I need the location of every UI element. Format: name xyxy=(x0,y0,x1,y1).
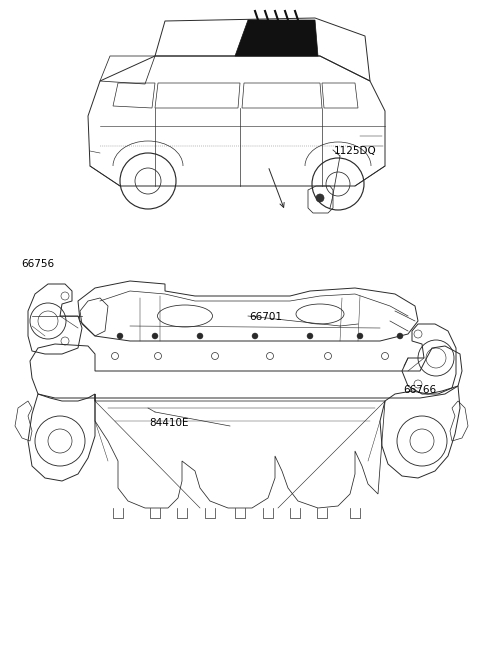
Circle shape xyxy=(357,333,363,339)
Text: 66701: 66701 xyxy=(250,312,283,322)
Circle shape xyxy=(307,333,313,339)
Circle shape xyxy=(252,333,258,339)
Polygon shape xyxy=(235,20,318,56)
Circle shape xyxy=(197,333,203,339)
Circle shape xyxy=(117,333,123,339)
Text: 66756: 66756 xyxy=(22,258,55,269)
Circle shape xyxy=(316,194,324,202)
Circle shape xyxy=(397,333,403,339)
Circle shape xyxy=(152,333,158,339)
Text: 1125DQ: 1125DQ xyxy=(334,146,376,156)
Text: 84410E: 84410E xyxy=(149,418,188,428)
Text: 66766: 66766 xyxy=(403,385,436,396)
